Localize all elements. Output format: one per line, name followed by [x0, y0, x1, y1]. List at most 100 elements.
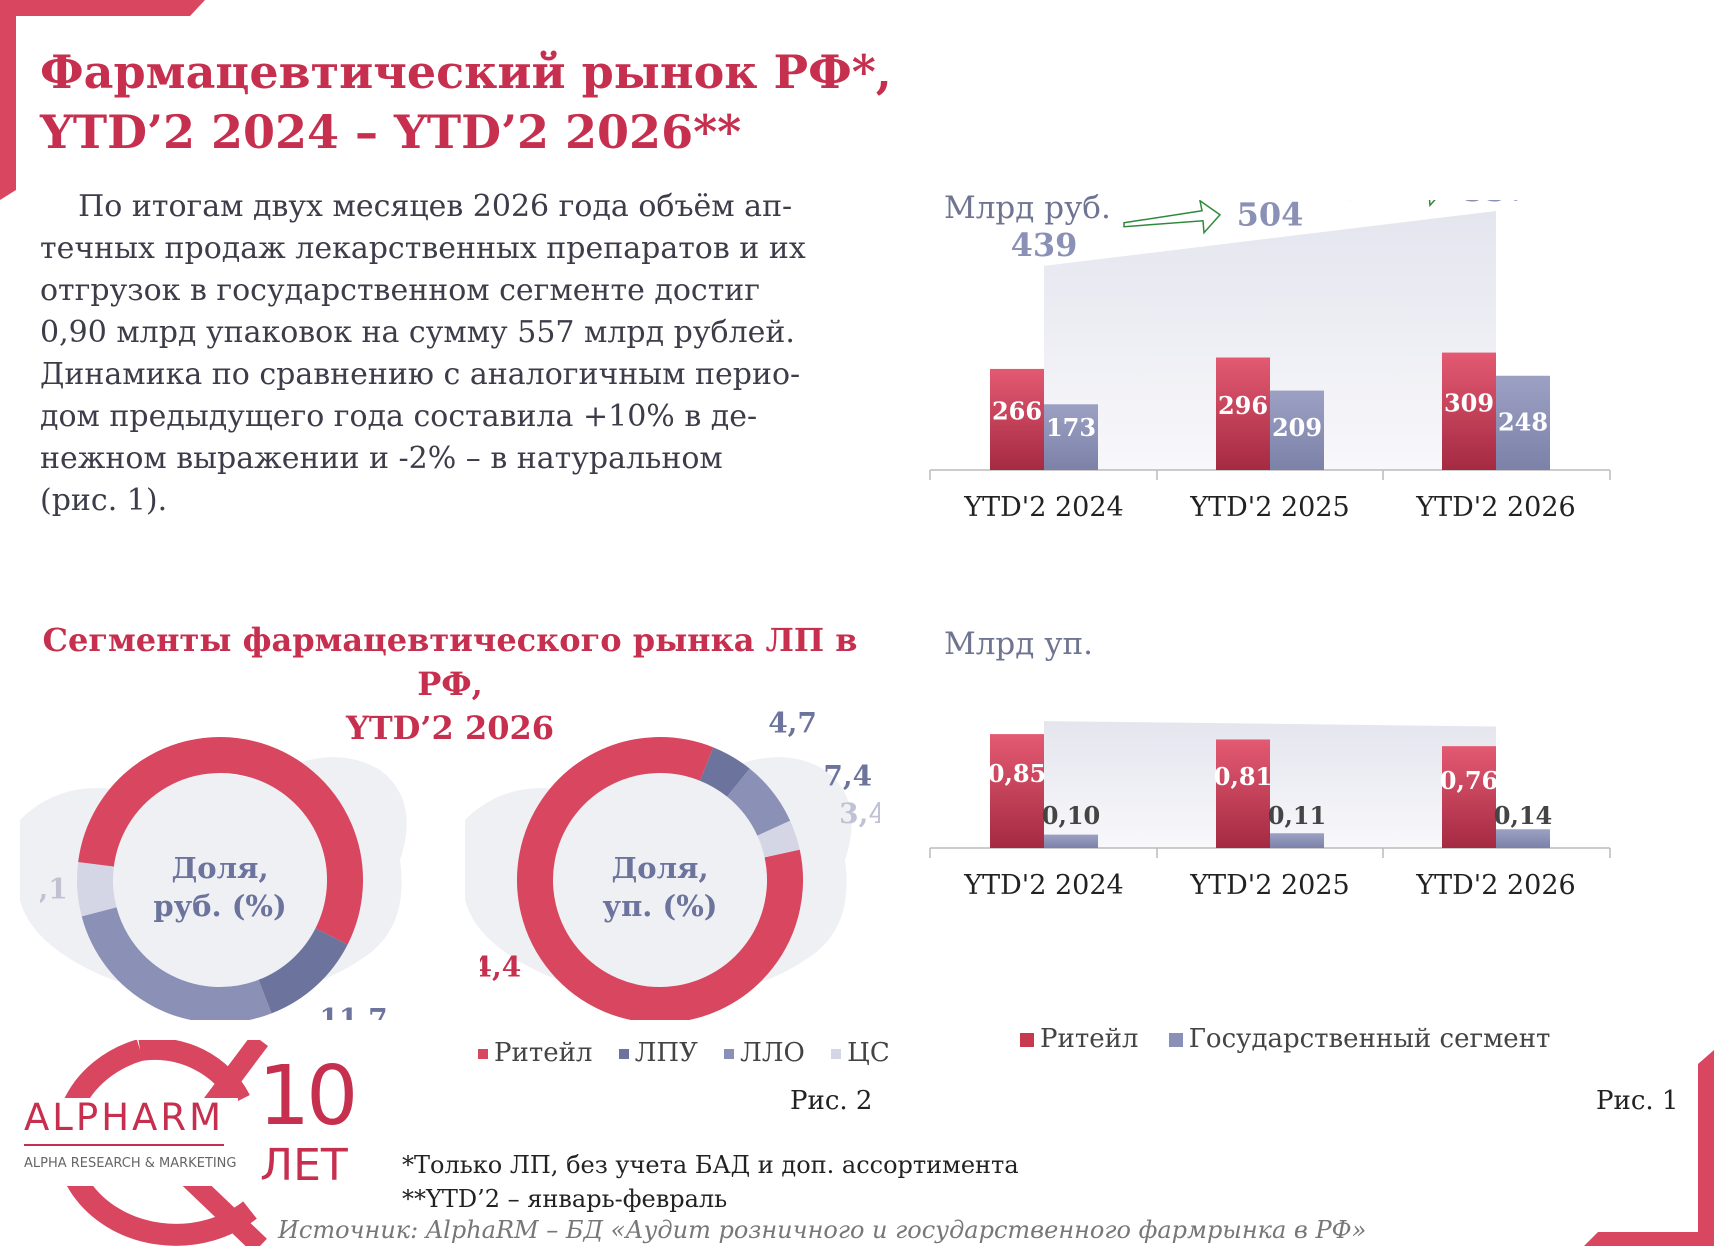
legend-swatch: [1020, 1033, 1034, 1047]
donut-slice-retail: [78, 737, 363, 945]
total-label: 0,90: [1457, 700, 1535, 701]
donut-center-label: уп. (%): [603, 889, 718, 923]
growth-label: +15%: [1107, 200, 1196, 204]
logo-years-number: 10: [258, 1049, 358, 1144]
logo-name: ALPHARM: [24, 1096, 225, 1139]
donut-slice-lpu: [258, 927, 348, 1014]
bar-label-state: 248: [1498, 407, 1548, 436]
intro-line: дом предыдущего года составила +10% в де…: [40, 399, 758, 434]
legend-label: ЛПУ: [634, 1038, 698, 1068]
donut-slice-lpu: [699, 747, 750, 798]
bar-retail: [1442, 352, 1496, 470]
page-title-line2: YTD’2 2024 – YTD’2 2026**: [40, 105, 742, 159]
intro-line: (рис. 1).: [40, 483, 168, 518]
legend-label: Государственный сегмент: [1188, 1024, 1551, 1054]
donut-label: 11,7: [319, 1003, 387, 1020]
left-legend: Ритейл ЛПУ ЛЛО ЦС: [478, 1038, 912, 1068]
intro-line: нежном выражении и -2% – в натуральном: [40, 441, 723, 476]
logo-tagline: ALPHA RESEARCH & MARKETING: [24, 1156, 237, 1171]
total-area: [1044, 210, 1496, 470]
logo-divider: [24, 1144, 224, 1146]
legend-label: Ритейл: [1040, 1024, 1139, 1054]
bar-retail: [990, 368, 1044, 470]
donut-center-label: Доля,: [611, 851, 708, 885]
bar-label-retail: 296: [1218, 391, 1268, 420]
legend-item-retail: Ритейл: [1020, 1024, 1138, 1054]
legend-swatch: [478, 1049, 488, 1059]
donut-slice-llo: [81, 906, 272, 1020]
category-label: YTD'2 2026: [1415, 870, 1575, 901]
intro-paragraph: По итогам двух месяцев 2026 года объём а…: [40, 186, 840, 522]
donut-label: 4,7: [768, 707, 817, 740]
figure-2-label: Рис. 2: [790, 1086, 873, 1116]
source-note: Источник: AlphaRM – БД «Аудит розничного…: [278, 1216, 1367, 1244]
segments-title-line1: Сегменты фармацевтического рынка ЛП в РФ…: [42, 621, 858, 703]
donut-slice-cs: [77, 862, 117, 917]
legend-swatch: [618, 1049, 629, 1059]
intro-line: 0,90 млрд упаковок на сумму 557 млрд руб…: [40, 315, 795, 350]
bar-retail: [990, 734, 1044, 848]
bar-label-retail: 266: [992, 396, 1042, 425]
chart1-unit-label: Млрд руб.: [944, 190, 1111, 226]
donut-label: 3,4: [839, 797, 880, 830]
alpharm-logo: [26, 1040, 268, 1246]
growth-arrow: [1123, 200, 1222, 235]
donut-label: 6,1: [40, 872, 68, 905]
legend-item-lpu: ЛПУ: [618, 1038, 698, 1068]
total-label: 504: [1237, 200, 1304, 234]
corner-decoration-bottom: [1584, 1050, 1714, 1246]
donut-slice-retail: [517, 737, 803, 1020]
segments-title: Сегменты фармацевтического рынка ЛП в РФ…: [10, 618, 890, 750]
growth-arrow: [1349, 200, 1436, 208]
legend-swatch: [831, 1049, 842, 1059]
intro-line: течных продаж лекарственных препаратов и…: [40, 231, 806, 266]
bar-label-retail: 0,76: [1440, 766, 1498, 795]
donut-center-label: руб. (%): [153, 889, 286, 923]
bar-state: [1496, 375, 1550, 470]
bar-retail: [1442, 746, 1496, 848]
legend-swatch: [724, 1049, 735, 1059]
donut-chart-volume: 84,4 4,77,4 3,4 Доля, уп. (%): [480, 707, 880, 1020]
footnotes: *Только ЛП, без учета БАД и доп. ассорти…: [402, 1148, 1019, 1216]
legend-label: ЦС: [847, 1038, 890, 1068]
bar-label-state: 0,10: [1042, 801, 1100, 830]
footnote-1: *Только ЛП, без учета БАД и доп. ассорти…: [402, 1151, 1019, 1179]
figure-1-label: Рис. 1: [1596, 1086, 1679, 1116]
bar-label-state: 0,11: [1268, 801, 1326, 830]
legend-label: ЛЛО: [740, 1038, 805, 1068]
bar-label-retail: 0,85: [988, 759, 1046, 788]
bar-state: [1044, 404, 1098, 470]
segments-title-line2: YTD’2 2026: [345, 709, 554, 747]
bar-state: [1044, 834, 1098, 848]
intro-line: отгрузок в государственном сегменте дост…: [40, 273, 761, 308]
donut-label: 84,4: [480, 951, 521, 984]
category-label: YTD'2 2025: [1189, 870, 1349, 901]
legend-item-cs: ЦС: [831, 1038, 890, 1068]
legend-item-retail: Ритейл: [478, 1038, 592, 1068]
page-title: Фармацевтический рынок РФ*, YTD’2 2024 –…: [40, 42, 892, 162]
category-label: YTD'2 2024: [963, 870, 1123, 901]
bar-state: [1270, 833, 1324, 848]
bar-state: [1496, 829, 1550, 848]
bar-label-state: 209: [1272, 413, 1322, 442]
bar-retail: [1216, 357, 1270, 470]
donut-slice-llo: [726, 768, 791, 837]
donut-label: 7,4: [823, 759, 872, 792]
bar-label-retail: 309: [1444, 388, 1494, 417]
legend-swatch: [1168, 1033, 1183, 1047]
total-label: 557: [1463, 200, 1530, 209]
legend-item-llo: ЛЛО: [724, 1038, 805, 1068]
chart2-unit-label: Млрд уп.: [944, 626, 1093, 662]
total-label: 439: [1011, 226, 1078, 264]
donut-center-label: Доля,: [171, 851, 268, 885]
category-label: YTD'2 2024: [963, 492, 1123, 523]
donut-slice-cs: [757, 820, 800, 858]
right-legend: Ритейл Государственный сегмент: [1020, 1024, 1572, 1054]
legend-label: Ритейл: [494, 1038, 593, 1068]
page-title-line1: Фармацевтический рынок РФ*,: [40, 45, 892, 99]
bar-label-state: 173: [1046, 413, 1096, 442]
category-label: YTD'2 2026: [1415, 492, 1575, 523]
